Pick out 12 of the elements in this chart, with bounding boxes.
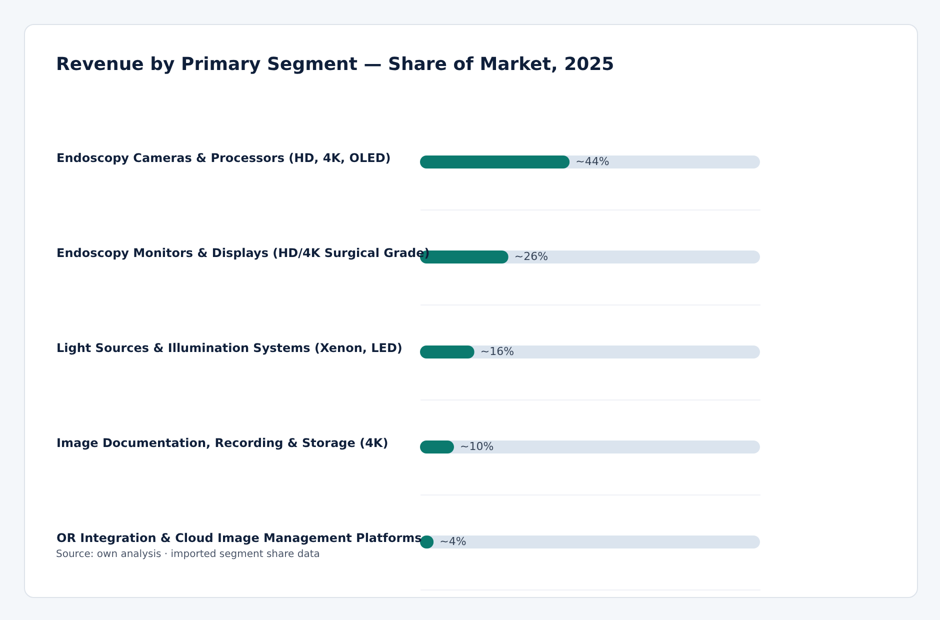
chart-title: Revenue by Primary Segment — Share of Market, 2025 bbox=[56, 54, 614, 75]
y-tick-label: Image Documentation, Recording & Storage (4K) bbox=[56, 436, 388, 450]
y-tick-label: Light Sources & Illumination Systems (Xenon, LED) bbox=[56, 341, 402, 355]
data-label: ~26% bbox=[514, 250, 548, 263]
data-label: ~44% bbox=[576, 155, 610, 168]
data-label: ~10% bbox=[460, 440, 494, 453]
y-tick-label: OR Integration & Cloud Image Management Platforms bbox=[56, 531, 422, 545]
data-label: ~16% bbox=[480, 345, 514, 358]
data-label: ~4% bbox=[440, 535, 466, 548]
bar bbox=[420, 346, 474, 358]
y-tick-label: Endoscopy Cameras & Processors (HD, 4K, OLED) bbox=[56, 151, 391, 165]
source-note: Source: own analysis · imported segment share data bbox=[56, 549, 320, 560]
